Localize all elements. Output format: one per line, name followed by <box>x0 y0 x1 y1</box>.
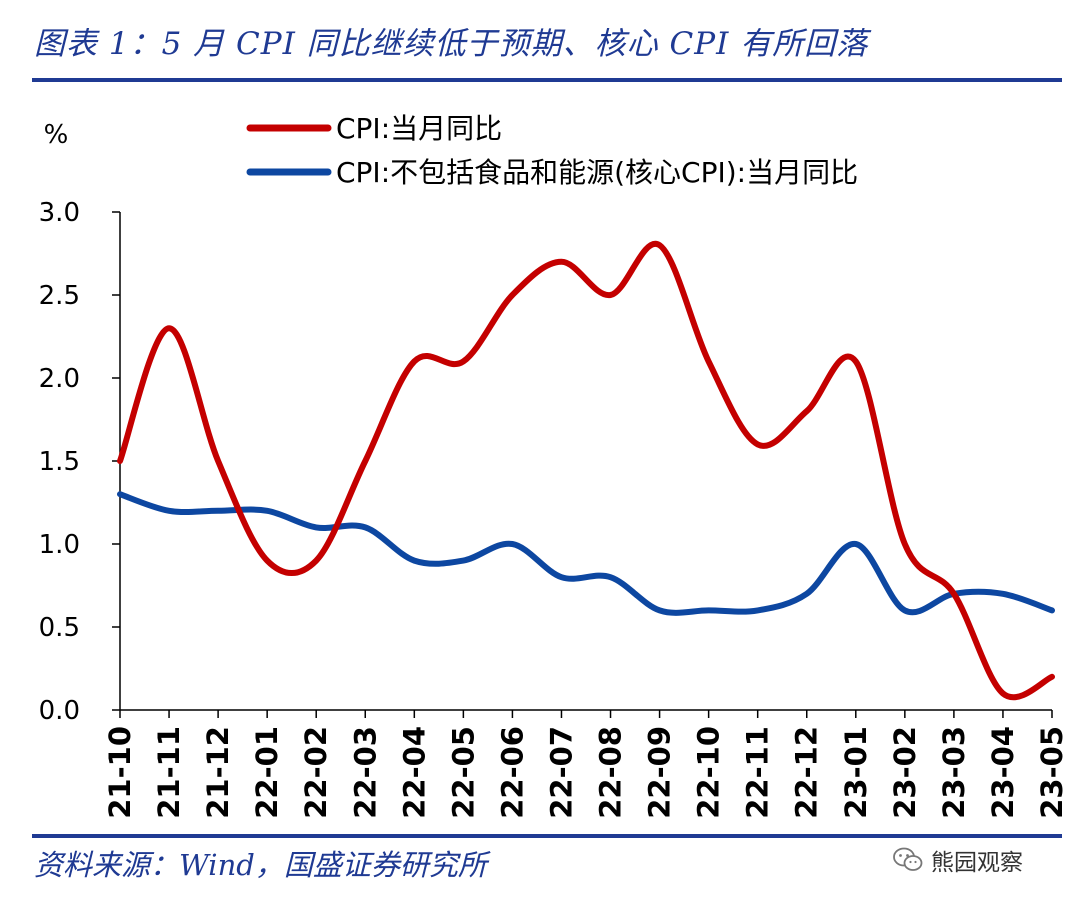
title-divider <box>32 78 1062 82</box>
source-note: 资料来源：Wind，国盛证券研究所 <box>34 848 487 882</box>
x-tick-label: 22-01 <box>250 726 284 819</box>
x-tick-label: 22-09 <box>643 726 677 819</box>
y-tick-label: 3.0 <box>39 198 80 228</box>
chart-series-layer <box>117 240 1055 701</box>
y-tick-label: 1.5 <box>39 447 80 477</box>
x-tick-label: 23-02 <box>888 726 922 819</box>
x-tick-label: 21-10 <box>103 726 137 819</box>
chart-legend: CPI:当月同比 CPI:不包括食品和能源(核心CPI):当月同比 <box>246 112 858 189</box>
y-tick-label: 0.5 <box>39 613 80 643</box>
y-tick-label: 0.0 <box>39 696 80 726</box>
series-line-cpi <box>117 240 1055 701</box>
x-tick-label: 22-03 <box>348 726 382 819</box>
y-tick-label: 2.5 <box>39 281 80 311</box>
x-tick-label: 22-12 <box>790 726 824 819</box>
x-tick-label: 22-08 <box>594 726 628 819</box>
y-tick-label: 1.0 <box>39 530 80 560</box>
legend-label-cpi: CPI:当月同比 <box>336 112 502 145</box>
watermark-text: 熊园观察 <box>931 850 1023 876</box>
x-tick-label: 23-03 <box>937 726 971 819</box>
y-tick-label: 2.0 <box>39 364 80 394</box>
chart-axes: 0.0 0.5 1.0 1.5 2.0 2.5 3.0% 21-10 21-11 21-12 22-… <box>39 120 1069 819</box>
x-tick-label: 21-12 <box>201 726 235 819</box>
figure-title: 图表 1：5 月 CPI 同比继续低于预期、核心 CPI 有所回落 <box>34 26 869 62</box>
x-tick-label: 22-05 <box>446 726 480 819</box>
footer-divider <box>32 834 1062 838</box>
wechat-icon <box>893 847 923 871</box>
x-tick-label: 22-10 <box>692 726 726 819</box>
y-axis-label: % <box>44 120 69 150</box>
series-line-core-cpi <box>117 491 1055 616</box>
x-tick-label: 23-04 <box>986 726 1020 819</box>
x-tick-label: 21-11 <box>152 726 186 819</box>
x-tick-label: 22-07 <box>544 726 578 819</box>
legend-label-core-cpi: CPI:不包括食品和能源(核心CPI):当月同比 <box>336 156 858 189</box>
line-chart: 0.0 0.5 1.0 1.5 2.0 2.5 3.0% 21-10 21-11 21-12 22-… <box>39 112 1069 819</box>
x-tick-label: 23-05 <box>1035 726 1069 819</box>
x-tick-label: 22-11 <box>741 726 775 819</box>
watermark: 熊园观察 <box>893 838 1023 882</box>
x-tick-label: 22-02 <box>299 726 333 819</box>
x-tick-label: 22-06 <box>495 726 529 819</box>
x-tick-label: 23-01 <box>839 726 873 819</box>
x-tick-label: 22-04 <box>397 726 431 819</box>
